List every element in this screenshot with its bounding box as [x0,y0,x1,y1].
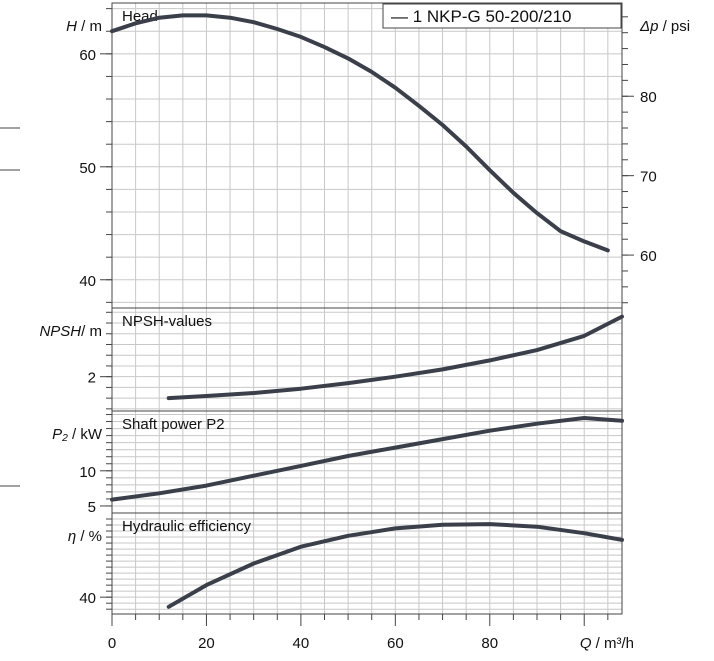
y2-tick-label: 70 [640,169,657,186]
y-tick-label: 50 [79,160,96,177]
series-line-1 [166,522,624,609]
y-axis-label: H / m [66,18,102,35]
y-tick-label: 10 [79,464,96,481]
y-tick-label: 60 [79,47,96,64]
x-axis-label: Q / m³/h [580,635,634,652]
legend-box [382,3,622,29]
panel-frame [111,512,623,615]
legend-entry: — 1 NKP-G 50-200/210 [391,7,571,26]
x-tick-label: 20 [198,635,215,652]
y-axis-label: η / % [68,528,102,545]
panel-title: Hydraulic efficiency [122,518,251,535]
panel-frame [111,2,623,309]
series-line-1 [110,416,624,502]
x-tick-label: 0 [108,635,116,652]
x-tick-label: 80 [481,635,498,652]
y-tick-label: 40 [79,273,96,290]
y-tick-label: 2 [88,370,96,387]
x-tick-label: 40 [293,635,310,652]
y2-axis-label: Δp / psi [639,18,690,35]
y2-tick-label: 60 [640,248,657,265]
x-tick-label: 60 [387,635,404,652]
series-line-1 [166,314,624,401]
y-axis-label: P₂ / kW [52,426,103,443]
panel-title: Shaft power P2 [122,416,225,433]
series-line-1 [110,13,610,253]
panel-title: NPSH-values [122,313,212,330]
y-axis-label: NPSH/ m [39,323,102,340]
y-tick-label: 5 [88,499,96,516]
y2-tick-label: 80 [640,89,657,106]
y-tick-label: 40 [79,590,96,607]
